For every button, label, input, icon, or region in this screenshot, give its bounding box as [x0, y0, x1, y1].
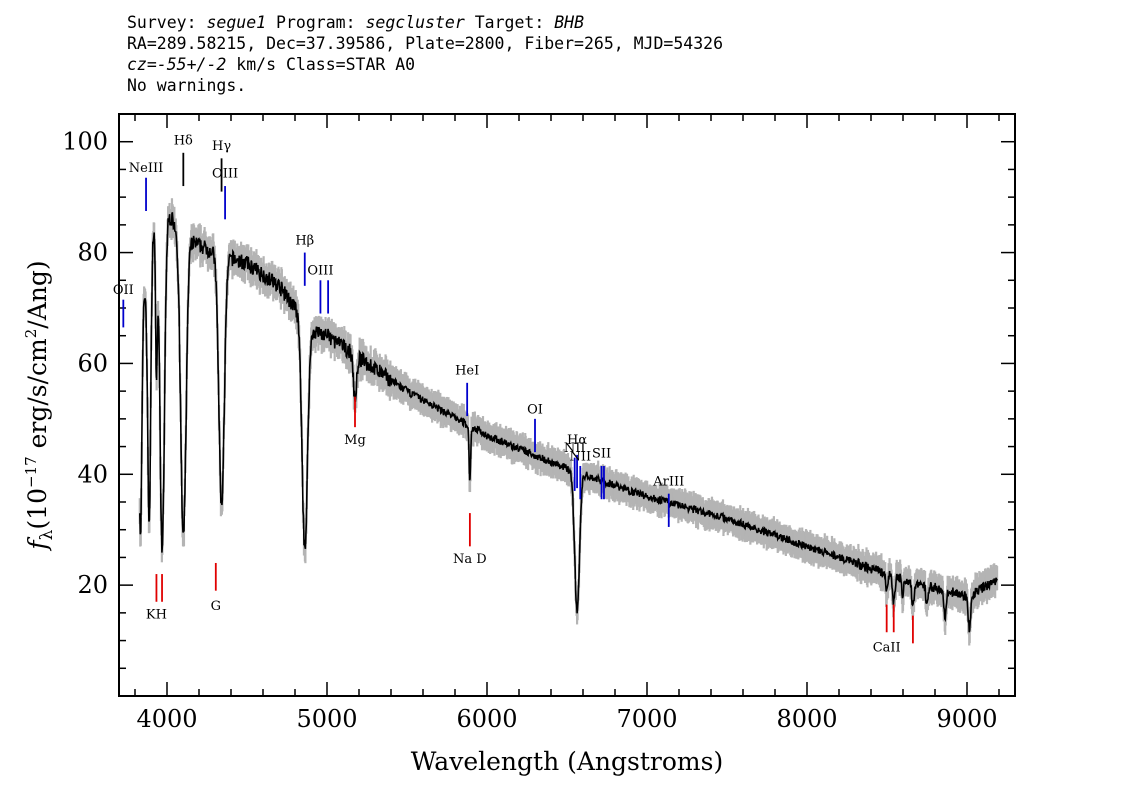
- emission-line-label: OIII: [212, 167, 238, 182]
- emission-line-label: Hγ: [212, 139, 231, 154]
- y-axis-exp2: 2: [22, 329, 40, 339]
- absorption-line-label: CaII: [873, 641, 901, 656]
- emission-line-label: ArIII: [652, 474, 684, 489]
- spectrum-line-group: [139, 211, 998, 633]
- class-text: Class=STAR A0: [285, 55, 416, 74]
- y-axis-mid: erg/s/cm: [23, 338, 52, 456]
- x-tick-label: 9000: [936, 705, 997, 733]
- program-label: Program:: [276, 13, 356, 32]
- emission-line-label: SII: [592, 447, 611, 462]
- emission-line-label: NII: [569, 449, 591, 464]
- y-tick-label: 100: [62, 128, 108, 156]
- header-line-survey: Survey: segue1 Program: segcluster Targe…: [127, 12, 723, 33]
- tick-labels: 4000 5000 6000 7000 8000 9000 20 40 60 80 100: [62, 128, 997, 733]
- emission-line-label: HeI: [455, 364, 479, 379]
- x-tick-label: 5000: [296, 705, 357, 733]
- absorption-line-label: Mg: [344, 433, 366, 448]
- emission-line-label: OIII: [307, 264, 333, 279]
- y-tick-label: 80: [77, 239, 108, 267]
- plot-frame: [118, 113, 1016, 697]
- x-tick-label: 8000: [776, 705, 837, 733]
- survey-label: Survey:: [127, 13, 197, 32]
- y-tick-label: 60: [77, 349, 108, 377]
- y-axis-post: /Ang): [23, 260, 52, 328]
- x-tick-label: 7000: [616, 705, 677, 733]
- absorption-line-label: Na D: [453, 552, 487, 567]
- spectrum-info-header: Survey: segue1 Program: segcluster Targe…: [127, 12, 723, 96]
- header-line-warnings: No warnings.: [127, 76, 247, 95]
- x-tick-label: 6000: [456, 705, 517, 733]
- y-axis-exp: −17: [22, 456, 40, 488]
- y-axis-title: fλ(10−17 erg/s/cm2/Ang): [22, 260, 57, 551]
- emission-line-label: Hα: [567, 433, 587, 448]
- target-value: BHB: [554, 13, 585, 32]
- y-tick-label: 20: [77, 571, 108, 599]
- absorption-line-label: G: [211, 599, 221, 614]
- emission-line-label: OII: [113, 283, 134, 298]
- emission-line-label: OI: [527, 402, 543, 417]
- survey-value: segue1: [206, 13, 267, 32]
- target-label: Target:: [474, 13, 545, 32]
- y-axis-pre: (10: [23, 488, 52, 530]
- x-tick-label: 4000: [136, 705, 197, 733]
- cz-unit: km/s: [226, 55, 277, 74]
- emission-line-label: Hβ: [295, 233, 314, 248]
- x-axis-title: Wavelength (Angstroms): [411, 747, 723, 776]
- emission-line-label: Hδ: [174, 133, 193, 148]
- absorption-line-label: KH: [146, 607, 167, 622]
- axis-ticks: [119, 114, 1015, 696]
- cz-value: =-55+/-2: [146, 55, 227, 74]
- cz-label: cz: [127, 55, 147, 74]
- spectrum-line: [139, 211, 998, 633]
- y-axis-lambda: λ: [37, 529, 57, 540]
- emission-line-label: NeIII: [129, 161, 163, 176]
- y-tick-label: 40: [77, 460, 108, 488]
- header-line-coordinates: RA=289.58215, Dec=37.39586, Plate=2800, …: [127, 34, 724, 53]
- header-line-redshift: cz=-55+/-2 km/s Class=STAR A0: [127, 54, 723, 75]
- program-value: segcluster: [365, 13, 465, 32]
- y-axis-f: f: [23, 537, 52, 552]
- error-band: [138, 198, 999, 646]
- emission-line-label: NII: [564, 441, 586, 456]
